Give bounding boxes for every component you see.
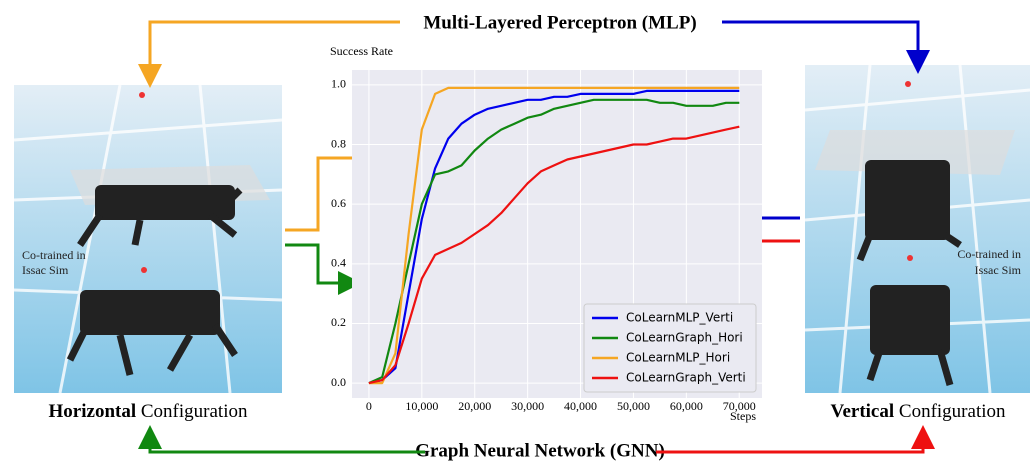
y-tick-label: 0.0	[331, 375, 346, 389]
chart: Success Rate Steps 0.0 0.2 0.4 0.6 0.8 1.0 0 10…	[330, 44, 762, 423]
x-tick-label: 70,000	[723, 399, 756, 413]
caption-rest: Configuration	[141, 401, 248, 422]
right-caption: Vertical Configuration	[830, 401, 1006, 422]
x-tick-label: 40,000	[564, 399, 597, 413]
caption-bold: Horizontal	[49, 401, 137, 422]
y-tick-label: 0.2	[331, 315, 346, 329]
caption-bold: Vertical	[830, 401, 894, 422]
x-tick-label: 0	[366, 399, 372, 413]
note: Issac Sim	[975, 263, 1022, 277]
note: Co-trained in	[22, 248, 86, 262]
y-axis-label: Success Rate	[330, 44, 393, 58]
note: Issac Sim	[22, 263, 69, 277]
top-label: Multi-Layered Perceptron (MLP)	[423, 12, 696, 33]
x-tick-label: 50,000	[617, 399, 650, 413]
x-tick-label: 30,000	[511, 399, 544, 413]
legend-label: CoLearnMLP_Verti	[626, 311, 733, 325]
legend-label: CoLearnGraph_Hori	[626, 331, 743, 345]
caption-rest: Configuration	[899, 401, 1006, 422]
series-line	[368, 125, 740, 385]
series-line	[368, 86, 740, 385]
left-image: Co-trained in Issac Sim	[13, 84, 283, 394]
right-image: Co-trained in Issac Sim	[804, 64, 1031, 394]
note: Co-trained in	[957, 247, 1021, 261]
legend-box	[583, 303, 757, 393]
legend-label: CoLearnGraph_Verti	[626, 371, 746, 385]
y-tick-label: 1.0	[331, 77, 346, 91]
x-axis-label: Steps	[730, 409, 756, 423]
y-tick-label: 0.6	[331, 196, 346, 210]
series-line	[368, 98, 740, 385]
bottom-label: Graph Neural Network (GNN)	[415, 440, 665, 461]
left-caption: Horizontal Configuration	[49, 401, 248, 422]
x-tick-label: 20,000	[458, 399, 491, 413]
x-tick-label: 60,000	[670, 399, 703, 413]
legend-label: CoLearnMLP_Hori	[626, 351, 730, 365]
y-tick-label: 0.4	[331, 256, 346, 270]
y-tick-label: 0.8	[331, 136, 346, 150]
x-tick-label: 10,000	[405, 399, 438, 413]
